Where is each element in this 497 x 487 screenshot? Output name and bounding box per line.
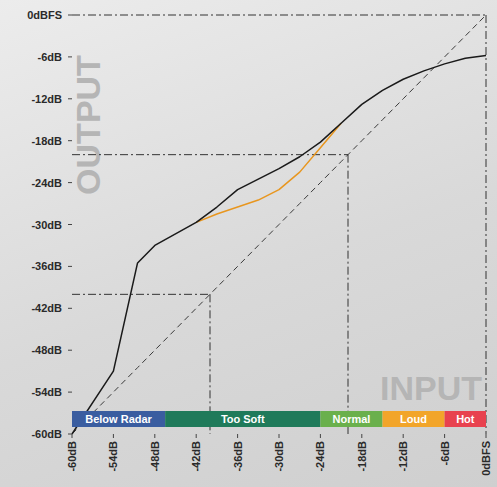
guide-horizontal	[72, 154, 348, 155]
x-tick	[279, 434, 280, 438]
x-tick-label: -60dB	[66, 441, 78, 472]
x-tick-label: -24dB	[314, 441, 326, 472]
x-tick-label: -42dB	[190, 441, 202, 472]
y-tick	[68, 140, 72, 141]
x-tick-label: -54dB	[107, 441, 119, 472]
guide-vertical	[486, 15, 487, 434]
y-tick-label: -54dB	[31, 386, 62, 398]
x-tick-label: 0dBFS	[480, 441, 492, 476]
y-tick	[68, 308, 72, 309]
x-tick	[486, 434, 487, 438]
x-axis-title: INPUT	[380, 369, 482, 407]
zone	[72, 411, 165, 427]
y-tick	[68, 224, 72, 225]
x-tick-label: -36dB	[232, 441, 244, 472]
series-line	[72, 56, 486, 435]
x-tick-label: -12dB	[397, 441, 409, 472]
x-tick-label: -30dB	[273, 441, 285, 472]
zone	[445, 411, 486, 427]
y-tick-label: 0dBFS	[27, 9, 62, 21]
y-tick-label: -42dB	[31, 302, 62, 314]
y-tick-label: -12dB	[31, 93, 62, 105]
plot-area	[72, 15, 486, 434]
x-tick-label: -48dB	[149, 441, 161, 472]
y-tick	[68, 56, 72, 57]
x-tick	[113, 434, 114, 438]
series-line	[196, 123, 341, 222]
zone	[320, 411, 382, 427]
x-tick	[237, 434, 238, 438]
x-tick	[444, 434, 445, 438]
y-tick	[68, 182, 72, 183]
x-tick	[154, 434, 155, 438]
zone-band: Below Radar Too Soft Normal Loud Hot	[72, 411, 486, 427]
series-line	[72, 15, 486, 434]
y-tick-label: -6dB	[38, 51, 63, 63]
y-tick	[68, 434, 72, 435]
zone	[165, 411, 320, 427]
guide-horizontal	[72, 294, 210, 295]
y-tick	[68, 98, 72, 99]
y-tick-label: -18dB	[31, 135, 62, 147]
y-tick-label: -48dB	[31, 344, 62, 356]
y-tick-label: -24dB	[31, 177, 62, 189]
zone-label: Normal	[332, 413, 370, 425]
y-tick	[68, 392, 72, 393]
x-tick	[72, 434, 73, 438]
x-tick	[320, 434, 321, 438]
zone-label: Too Soft	[221, 413, 265, 425]
zone-label: Loud	[400, 413, 427, 425]
y-tick	[68, 350, 72, 351]
x-tick	[196, 434, 197, 438]
y-tick	[68, 266, 72, 267]
guide-vertical	[348, 155, 349, 434]
chart: OUTPUT INPUT Below Radar Too Soft Normal Loud…	[0, 0, 497, 487]
x-tick	[361, 434, 362, 438]
y-axis-title: OUTPUT	[69, 55, 107, 195]
x-tick-label: -6dB	[439, 441, 451, 466]
y-tick-label: -36dB	[31, 260, 62, 272]
y-tick-label: -60dB	[31, 428, 62, 440]
zone	[383, 411, 445, 427]
guide-horizontal	[72, 15, 486, 16]
y-tick	[68, 15, 72, 16]
zone-label: Hot	[456, 413, 475, 425]
x-tick-label: -18dB	[356, 441, 368, 472]
zone-label: Below Radar	[85, 413, 152, 425]
x-tick	[403, 434, 404, 438]
y-tick-label: -30dB	[31, 219, 62, 231]
